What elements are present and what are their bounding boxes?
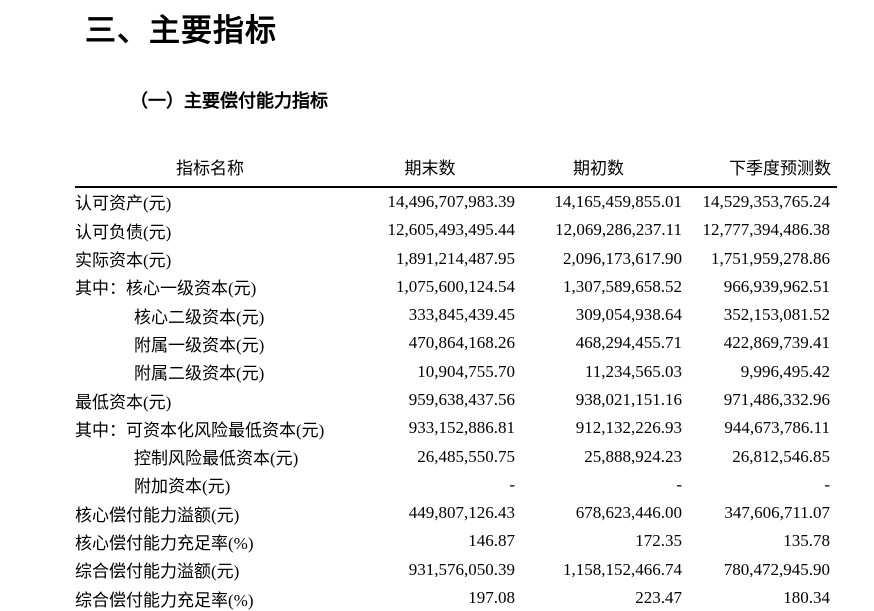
value-cell: 14,529,353,765.24	[702, 191, 831, 211]
value-cell: 11,234,565.03	[584, 361, 682, 381]
value-cell: 26,485,550.75	[417, 446, 515, 466]
table-row: 核心偿付能力充足率(%) 146.87 172.35 135.78	[75, 527, 837, 555]
value-cell: 1,075,600,124.54	[396, 276, 515, 296]
value-cell: 135.78	[783, 531, 830, 551]
indicator-name-cell: 认可资产(元)	[75, 194, 172, 214]
indicator-name-cell: 附加资本(元)	[134, 477, 231, 497]
indicator-name-cell: 其中：核心一级资本(元)	[75, 279, 257, 299]
value-cell: 780,472,945.90	[723, 559, 830, 579]
indicator-name-cell: 综合偿付能力溢额(元)	[75, 562, 240, 582]
value-cell: 1,891,214,487.95	[396, 248, 515, 268]
value-cell: 14,496,707,983.39	[387, 191, 516, 211]
value-cell: 12,069,286,237.11	[555, 220, 682, 240]
value-cell: 12,605,493,495.44	[387, 220, 516, 240]
column-header-period-start: 期初数	[515, 150, 682, 188]
value-cell: -	[509, 474, 515, 494]
indicator-name-cell: 核心偿付能力充足率(%)	[75, 533, 254, 553]
section-heading: 三、主要指标	[85, 13, 277, 48]
value-cell: 1,158,152,466.74	[563, 559, 682, 579]
value-cell: 971,486,332.96	[723, 390, 830, 409]
value-cell: 25,888,924.23	[584, 446, 682, 466]
subsection-heading: （一）主要偿付能力指标	[130, 91, 328, 112]
table-row: 控制风险最低资本(元) 26,485,550.75 25,888,924.23 26,…	[75, 442, 837, 470]
value-cell: 9,996,495.42	[740, 361, 830, 381]
table-row: 附属一级资本(元) 470,864,168.26 468,294,455.71 422…	[75, 329, 837, 357]
value-cell: 938,021,151.16	[575, 390, 682, 409]
table-row: 附属二级资本(元) 10,904,755.70 11,234,565.03 9,996…	[75, 358, 837, 386]
indicator-name-cell: 附属一级资本(元)	[134, 335, 265, 355]
indicator-name-cell: 认可负债(元)	[75, 222, 172, 242]
indicator-name-cell: 控制风险最低资本(元)	[134, 449, 299, 469]
table-row: 核心二级资本(元) 333,845,439.45 309,054,938.64 352…	[75, 301, 837, 329]
column-header-next-quarter-forecast: 下季度预测数	[682, 150, 837, 188]
value-cell: 333,845,439.45	[408, 305, 515, 325]
value-cell: 172.35	[635, 531, 682, 551]
table-row: 附加资本(元) - - -	[75, 471, 837, 499]
value-cell: 10,904,755.70	[417, 361, 515, 381]
value-cell: 146.87	[468, 531, 515, 551]
indicator-name-cell: 附属二级资本(元)	[134, 364, 265, 384]
table-row: 其中：核心一级资本(元) 1,075,600,124.54 1,307,589,65…	[75, 273, 837, 301]
value-cell: 944,673,786.11	[724, 418, 830, 438]
table-row: 综合偿付能力溢额(元) 931,576,050.39 1,158,152,466.7…	[75, 556, 837, 584]
value-cell: 12,777,394,486.38	[702, 220, 831, 240]
table-row: 其中：可资本化风险最低资本(元) 933,152,886.81 912,132,22…	[75, 414, 837, 442]
value-cell: 468,294,455.71	[575, 333, 682, 353]
value-cell: 352,153,081.52	[723, 305, 830, 325]
table-row: 综合偿付能力充足率(%) 197.08 223.47 180.34	[75, 584, 837, 611]
value-cell: 966,939,962.51	[723, 276, 830, 296]
value-cell: 197.08	[468, 588, 515, 608]
table-row: 认可资产(元) 14,496,707,983.39 14,165,459,855.0…	[75, 187, 837, 216]
table-row: 实际资本(元) 1,891,214,487.95 2,096,173,617.90 1…	[75, 244, 837, 272]
value-cell: 470,864,168.26	[408, 333, 515, 353]
value-cell: 180.34	[783, 588, 830, 608]
value-cell: 14,165,459,855.01	[554, 191, 683, 211]
value-cell: 422,869,739.41	[723, 333, 830, 353]
table-row: 最低资本(元) 959,638,437.56 938,021,151.16 971,4…	[75, 386, 837, 414]
value-cell: 2,096,173,617.90	[563, 248, 682, 268]
value-cell: 1,307,589,658.52	[563, 276, 682, 296]
table-header-row: 指标名称 期末数 期初数 下季度预测数	[75, 150, 837, 188]
solvency-indicators-table: 指标名称 期末数 期初数 下季度预测数 认可资产(元) 14,496,707,98…	[75, 150, 837, 611]
indicator-name-cell: 其中：可资本化风险最低资本(元)	[75, 420, 325, 440]
value-cell: -	[676, 474, 682, 494]
value-cell: 347,606,711.07	[724, 503, 830, 523]
value-cell: 959,638,437.56	[408, 390, 515, 409]
column-header-period-end: 期末数	[345, 150, 515, 188]
indicator-name-cell: 实际资本(元)	[75, 251, 172, 271]
indicator-name-cell: 核心偿付能力溢额(元)	[75, 505, 240, 525]
table-row: 核心偿付能力溢额(元) 449,807,126.43 678,623,446.00 3…	[75, 499, 837, 527]
value-cell: 912,132,226.93	[575, 418, 682, 438]
value-cell: 931,576,050.39	[408, 559, 515, 579]
table-row: 认可负债(元) 12,605,493,495.44 12,069,286,237.1…	[75, 216, 837, 244]
indicator-name-cell: 最低资本(元)	[75, 392, 172, 412]
value-cell: 26,812,546.85	[732, 446, 830, 466]
value-cell: -	[824, 474, 830, 494]
column-header-indicator-name: 指标名称	[75, 150, 345, 188]
value-cell: 449,807,126.43	[408, 503, 515, 523]
value-cell: 309,054,938.64	[575, 305, 682, 325]
value-cell: 933,152,886.81	[408, 418, 515, 438]
indicator-name-cell: 核心二级资本(元)	[134, 307, 265, 327]
value-cell: 223.47	[635, 588, 682, 608]
indicator-name-cell: 综合偿付能力充足率(%)	[75, 590, 254, 610]
value-cell: 678,623,446.00	[575, 503, 682, 523]
value-cell: 1,751,959,278.86	[711, 248, 830, 268]
